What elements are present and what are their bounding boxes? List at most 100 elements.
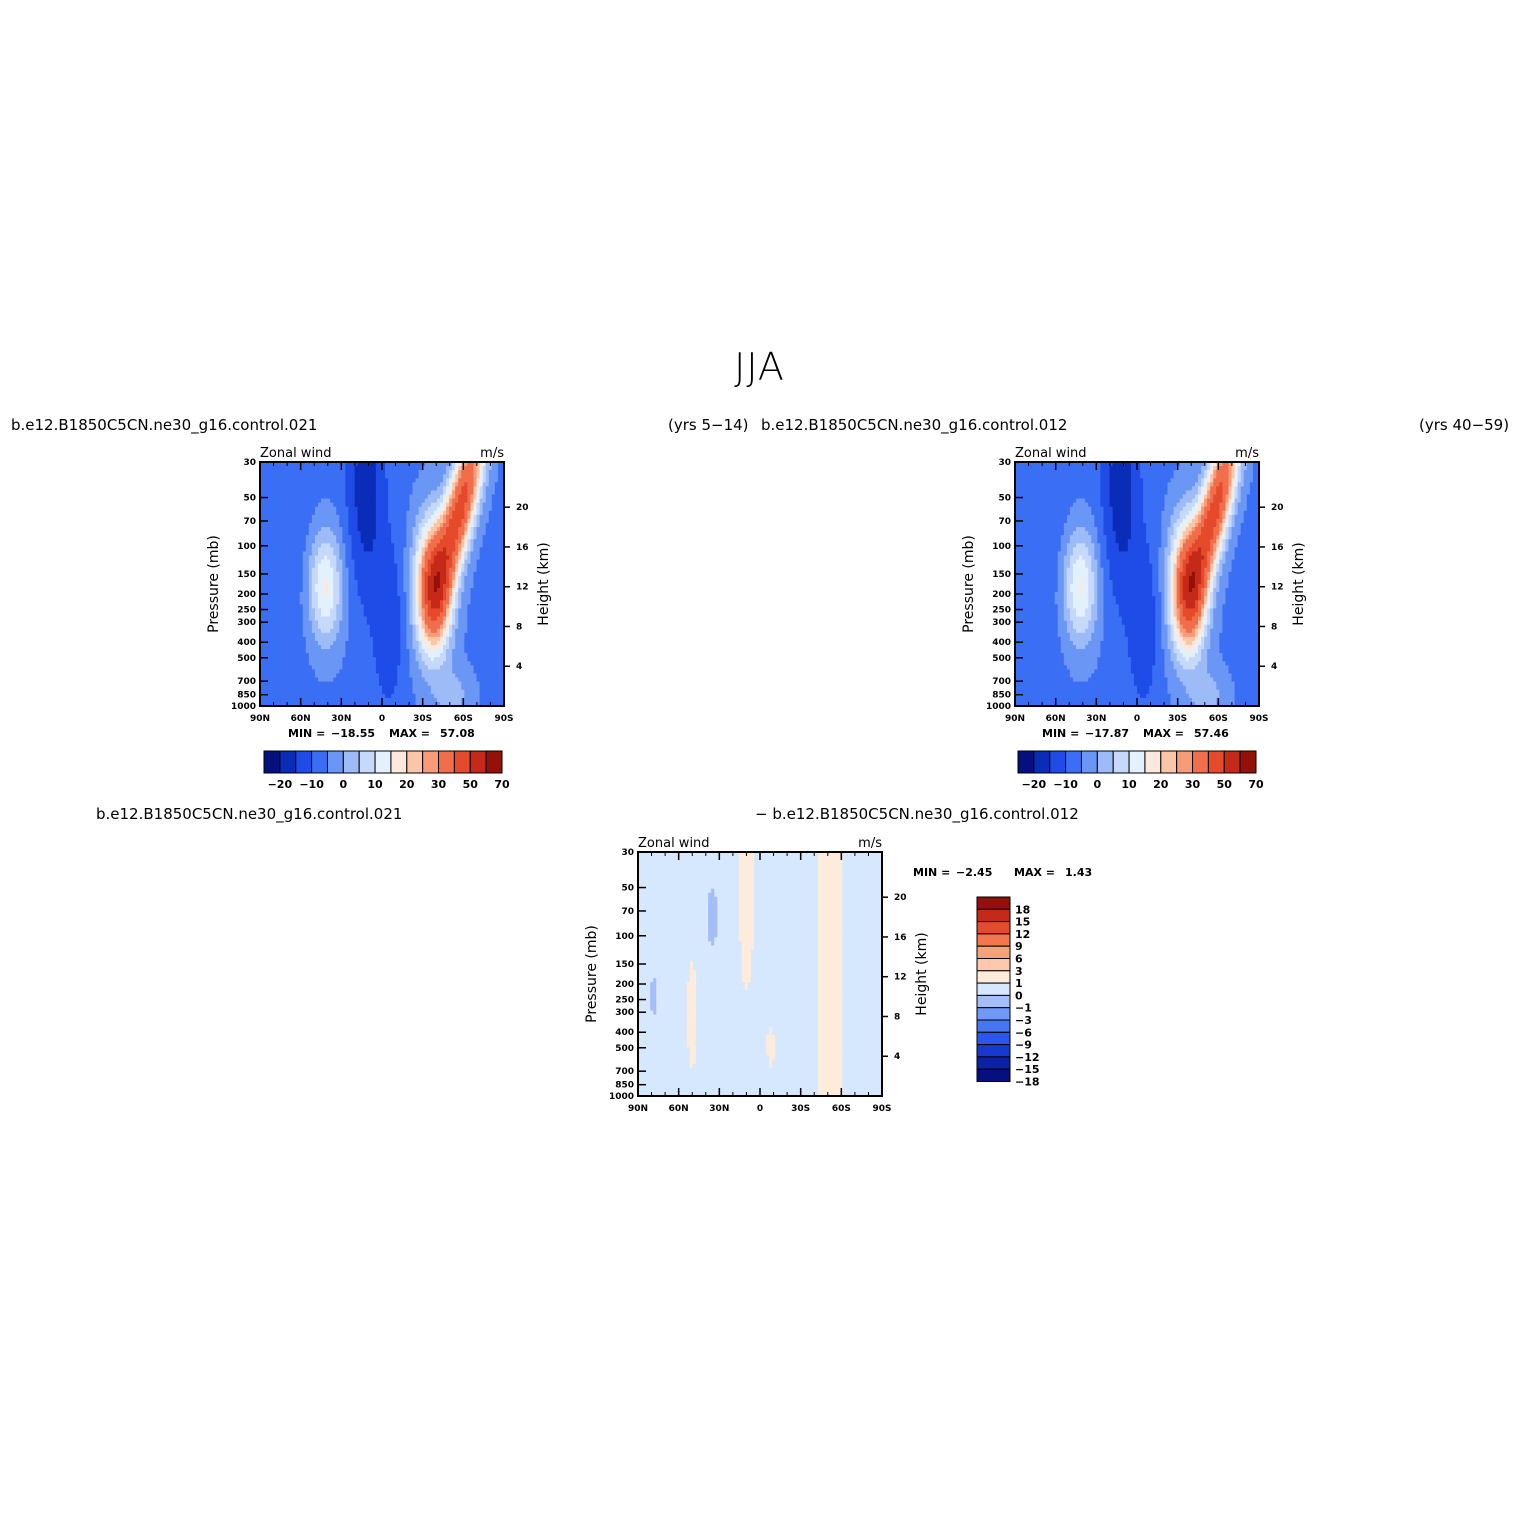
field-cell <box>311 571 316 577</box>
field-cell <box>1054 462 1059 467</box>
field-cell <box>272 523 276 528</box>
field-cell <box>327 689 331 695</box>
field-cell <box>287 685 292 691</box>
field-cell <box>403 527 407 532</box>
field-cell <box>415 677 420 683</box>
field-cell <box>446 514 450 520</box>
field-cell <box>418 563 423 569</box>
field-cell <box>458 470 462 475</box>
field-cell <box>266 547 270 553</box>
field-cell <box>482 616 487 622</box>
field-cell <box>449 697 453 703</box>
field-cell <box>415 632 420 638</box>
field-cell <box>497 470 502 475</box>
field-cell <box>266 600 270 605</box>
field-cell <box>424 579 429 585</box>
field-cell <box>488 559 493 565</box>
field-cell <box>470 657 475 662</box>
field-cell <box>330 531 334 536</box>
field-cell <box>406 620 411 626</box>
field-cell <box>363 498 368 504</box>
field-cell <box>446 527 450 532</box>
field-cell <box>397 510 401 516</box>
field-cell <box>314 624 319 630</box>
field-cell <box>473 466 478 471</box>
field-cell <box>476 608 481 614</box>
field-cell <box>491 673 496 679</box>
field-cell <box>491 474 496 479</box>
field-cell <box>369 584 374 589</box>
field-cell <box>433 689 438 695</box>
field-cell <box>333 466 337 471</box>
field-cell <box>421 563 426 569</box>
field-cell <box>443 636 447 642</box>
field-cell <box>409 518 414 524</box>
field-cell <box>430 649 435 654</box>
field-cell <box>421 685 426 691</box>
field-cell <box>378 620 383 626</box>
field-cell <box>436 649 441 654</box>
field-cell <box>382 608 386 614</box>
field-cell <box>418 640 423 646</box>
field-cell <box>333 689 337 695</box>
field-cell <box>345 579 350 585</box>
field-cell <box>382 490 386 496</box>
field-cell <box>339 470 343 475</box>
field-cell <box>500 527 505 532</box>
field-cell <box>266 588 270 593</box>
field-cell <box>363 478 368 483</box>
field-cell <box>482 470 487 475</box>
field-cell <box>317 535 322 540</box>
field-cell <box>476 563 481 569</box>
field-cell <box>348 677 353 683</box>
field-cell <box>272 669 276 675</box>
field-cell <box>500 657 505 662</box>
field-cell <box>479 661 484 666</box>
field-cell <box>375 539 380 544</box>
field-cell <box>311 579 316 585</box>
field-cell <box>488 657 493 662</box>
field-cell <box>391 523 395 528</box>
field-cell <box>348 685 353 691</box>
field-cell <box>397 478 401 483</box>
field-cell <box>299 494 304 500</box>
field-cell <box>269 502 273 508</box>
field-cell <box>266 624 270 630</box>
field-cell <box>293 490 298 496</box>
field-cell <box>400 478 404 483</box>
field-cell <box>266 636 270 642</box>
field-cell <box>433 531 438 536</box>
field-cell <box>436 673 441 679</box>
field-cell <box>421 689 426 695</box>
field-cell <box>427 620 432 626</box>
field-cell <box>455 612 459 618</box>
field-cell <box>467 689 472 695</box>
field-cell <box>433 498 438 504</box>
field-cell <box>321 494 325 500</box>
field-cell <box>305 612 310 618</box>
field-cell <box>455 681 459 687</box>
field-cell <box>418 604 423 609</box>
field-cell <box>433 486 438 492</box>
field-cell <box>345 596 350 601</box>
field-cell <box>382 681 386 687</box>
field-cell <box>488 531 493 536</box>
field-cell <box>333 596 337 601</box>
field-cell <box>409 478 414 483</box>
field-cell <box>314 531 319 536</box>
field-cell <box>449 701 453 707</box>
field-cell <box>439 470 444 475</box>
field-cell <box>342 685 346 691</box>
field-cell <box>1051 462 1056 467</box>
field-cell <box>317 612 322 618</box>
field-cell <box>452 653 456 658</box>
field-cell <box>394 474 398 479</box>
field-cell <box>467 559 472 565</box>
field-cell <box>476 685 481 691</box>
field-cell <box>311 539 316 544</box>
field-cell <box>455 470 459 475</box>
field-cell <box>269 657 273 662</box>
field-cell <box>385 588 389 593</box>
field-cell <box>354 685 359 691</box>
field-cell <box>287 494 292 500</box>
